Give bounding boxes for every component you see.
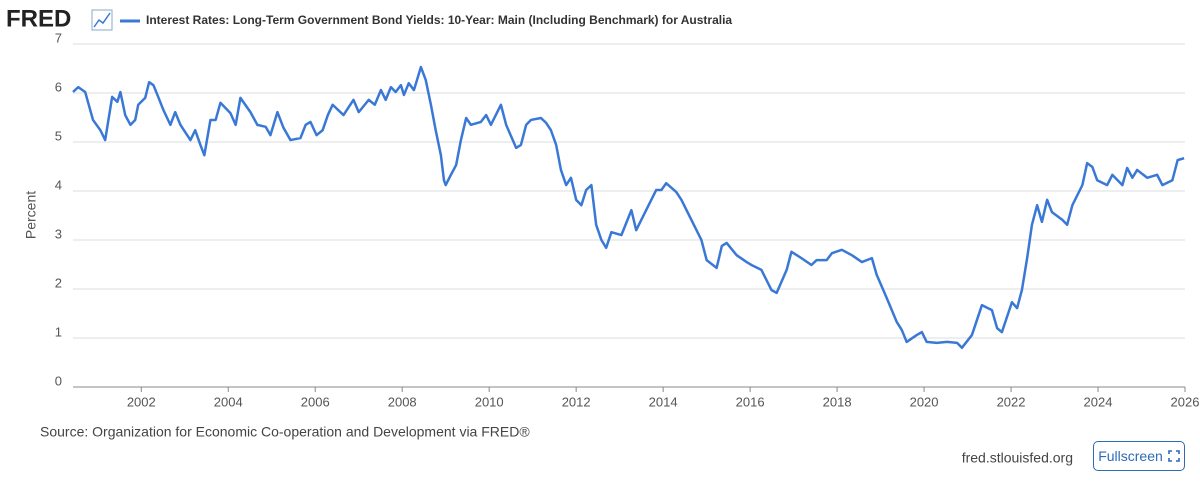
y-tick-label: 1 [55, 324, 62, 339]
x-tick-label: 2008 [388, 394, 417, 409]
y-tick-label: 7 [55, 30, 62, 45]
site-url: fred.stlouisfed.org [962, 450, 1073, 466]
y-tick-label: 6 [55, 79, 62, 94]
x-tick-label: 2026 [1171, 394, 1200, 409]
x-tick-label: 2014 [649, 394, 678, 409]
x-tick-label: 2024 [1084, 394, 1113, 409]
series-line [72, 65, 1185, 350]
y-axis-title: Percent [23, 191, 39, 239]
x-tick-label: 2016 [736, 394, 765, 409]
x-tick-label: 2010 [475, 394, 504, 409]
x-tick-label: 2012 [562, 394, 591, 409]
x-tick-label: 2004 [214, 394, 243, 409]
y-tick-label: 5 [55, 128, 62, 143]
y-tick-label: 4 [55, 177, 62, 192]
logo: FRED [6, 5, 71, 32]
source: Source: Organization for Economic Co-ope… [40, 424, 530, 440]
y-tick-label: 3 [55, 226, 62, 241]
fullscreen-icon [1167, 450, 1180, 462]
x-tick-label: 2006 [301, 394, 330, 409]
y-tick-label: 2 [55, 275, 62, 290]
button-label: Fullscreen [1098, 448, 1163, 464]
legend-label: Interest Rates: Long-Term Government Bon… [146, 13, 732, 27]
x-tick-label: 2022 [997, 394, 1026, 409]
y-tick-label: 0 [55, 373, 62, 388]
fullscreen-button[interactable]: Fullscreen [1093, 441, 1185, 471]
x-tick-label: 2002 [127, 394, 156, 409]
x-tick-label: 2020 [910, 394, 939, 409]
logo-icon [91, 9, 113, 31]
x-tick-label: 2018 [823, 394, 852, 409]
